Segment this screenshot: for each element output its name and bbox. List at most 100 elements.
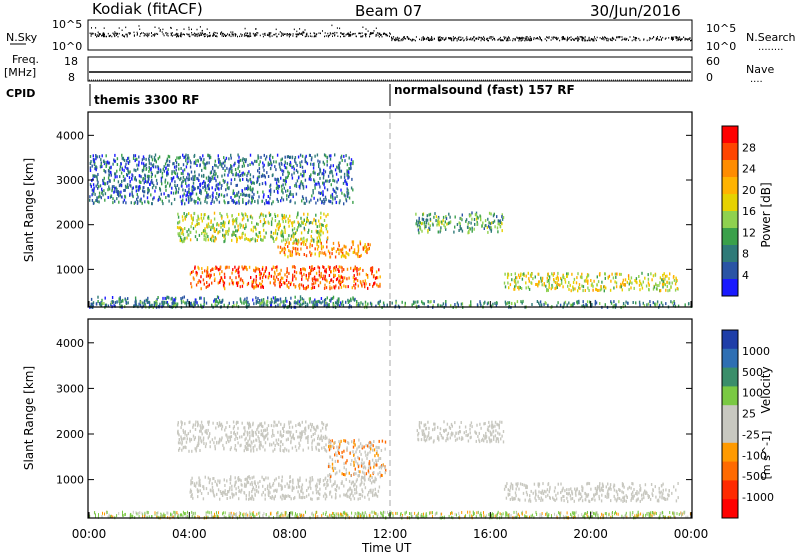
noise-point [497,39,498,41]
power-cell [329,154,330,157]
power-cell [186,176,187,179]
power-cell [181,301,182,304]
power-cell [339,249,340,252]
power-cell [340,189,341,192]
power-cell [174,171,175,174]
power-cell [201,287,202,290]
power-cell [290,252,291,255]
power-cell [631,276,632,279]
noise-point [444,39,445,41]
power-cell [557,272,558,275]
power-cell [297,243,298,246]
power-cell [353,240,354,243]
power-cell [290,193,291,196]
noise-point [144,35,145,37]
power-cell [257,239,258,242]
velocity-cell [310,479,311,482]
power-cell [104,199,105,202]
power-cell [189,193,190,196]
power-cell [188,187,189,190]
noise-point [249,32,250,34]
power-cell [191,171,192,174]
power-cell [180,229,181,232]
noise-point [160,31,161,33]
power-cell [229,283,230,286]
noise-point [643,39,644,41]
noise-point [675,36,676,38]
power-cell [336,195,337,198]
noise-point [134,32,135,33]
power-cell [164,170,165,173]
power-cell [96,199,97,202]
velocity-cell [235,476,236,479]
power-cell [230,154,231,157]
power-cell [215,300,216,303]
power-cell [270,213,271,216]
power-cell [184,202,185,205]
power-cell [231,199,232,202]
noise-point [207,34,208,36]
noise-point [434,38,435,40]
velocity-cell [269,486,270,489]
power-cell [457,302,458,305]
velocity-cell [364,483,365,486]
noise-point [374,30,375,32]
power-cell [476,213,477,216]
power-cell [90,166,91,169]
noise-point [557,38,558,40]
power-cell [251,195,252,198]
noise-point [602,38,603,40]
power-cell [414,301,415,304]
power-cell [623,283,624,286]
noise-point [421,39,422,41]
noise-point [272,35,273,37]
power-cell [639,303,640,306]
beam-title: Beam 07 [355,2,422,20]
power-cell [313,170,314,173]
power-cell [116,175,117,178]
noise-point [478,38,479,40]
power-cell [263,166,264,169]
power-cell [619,285,620,288]
power-cell [196,230,197,233]
power-cell [405,302,406,305]
power-cell [119,175,120,178]
power-cell [317,303,318,306]
power-cell [200,280,201,283]
power-cell [319,168,320,171]
power-cell [605,303,606,306]
noise-point [397,37,398,39]
power-cell [110,166,111,169]
power-cell [326,286,327,289]
power-cell [345,256,346,259]
power-cell [234,225,235,228]
power-cell [225,237,226,240]
velocity-cell [354,497,355,500]
power-cell [665,302,666,305]
power-cell [504,282,505,285]
power-cell [190,273,191,276]
power-cell [278,187,279,190]
power-cell [302,170,303,173]
noise-point [548,37,549,39]
velocity-cell [365,486,366,489]
power-cell [278,178,279,181]
power-cell [470,304,471,307]
noise-point [154,35,155,37]
power-cell [300,173,301,176]
power-cell [280,177,281,180]
noise-point [331,25,332,27]
power-cell [327,296,328,299]
power-cell [214,177,215,180]
noise-point [257,32,258,34]
power-cell [345,246,346,249]
station-title: Kodiak (fitACF) [92,0,203,18]
power-cell [497,226,498,229]
power-cell [348,170,349,173]
noise-point [571,39,572,41]
power-cell [307,231,308,234]
noise-point [371,32,372,34]
power-cell [199,198,200,201]
velocity-cell [243,491,244,494]
noise-point [287,33,288,35]
